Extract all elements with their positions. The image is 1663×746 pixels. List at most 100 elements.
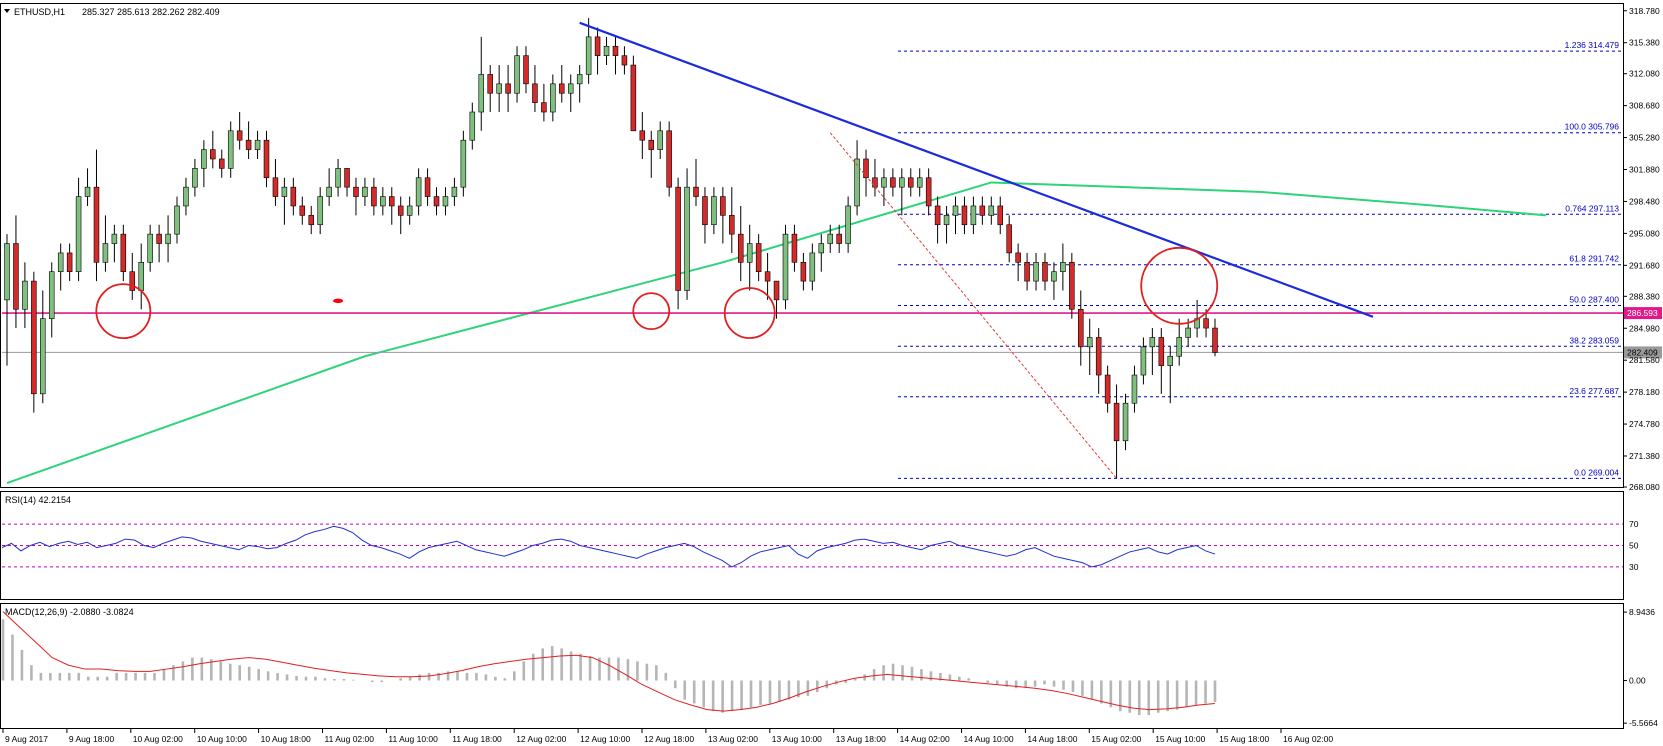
candle-body bbox=[746, 243, 753, 263]
candle-body bbox=[174, 205, 180, 235]
support-price-tag-label: 286.593 bbox=[1627, 308, 1658, 318]
candle-body bbox=[210, 149, 216, 160]
candle-body bbox=[317, 196, 323, 226]
macd-indicator: 8.9436 0.00 -5.5664 bbox=[1, 607, 1658, 728]
time-tick-label: 12 Aug 02:00 bbox=[516, 734, 566, 744]
price-tick-label: 268.080 bbox=[1629, 482, 1660, 492]
candle-body bbox=[111, 233, 118, 244]
candlesticks bbox=[4, 18, 1218, 479]
candle-body bbox=[693, 186, 699, 197]
time-tick-label: 15 Aug 18:00 bbox=[1219, 734, 1269, 744]
candle-body bbox=[809, 252, 816, 282]
candle-body bbox=[192, 168, 198, 188]
candle-body bbox=[245, 139, 252, 150]
fib-level-label: 50.0 287.400 bbox=[1569, 295, 1619, 305]
price-tick-label: 281.580 bbox=[1629, 355, 1660, 365]
time-tick-label: 12 Aug 10:00 bbox=[580, 734, 630, 744]
highlight-circle bbox=[723, 287, 776, 339]
candle-body bbox=[281, 186, 288, 197]
current-price-tag-label: 282.409 bbox=[1627, 347, 1658, 357]
moving-average bbox=[6, 181, 1547, 484]
candle-body bbox=[165, 233, 171, 244]
candle-body bbox=[827, 233, 833, 244]
candle-body bbox=[147, 233, 153, 263]
candle-body bbox=[1033, 262, 1039, 282]
time-tick-label: 14 Aug 02:00 bbox=[900, 734, 950, 744]
candle-body bbox=[943, 215, 950, 226]
symbol-label: ETHUSD,H1 bbox=[14, 7, 65, 17]
candle-body bbox=[729, 215, 735, 235]
candle-body bbox=[1015, 252, 1021, 263]
candle-body bbox=[272, 177, 279, 197]
candle-body bbox=[988, 205, 995, 216]
candle-body bbox=[818, 243, 825, 254]
candle-body bbox=[720, 196, 726, 216]
candle-body bbox=[881, 177, 887, 188]
time-tick-label: 12 Aug 18:00 bbox=[644, 734, 694, 744]
price-tick-label: 318.780 bbox=[1629, 6, 1660, 16]
candle-body bbox=[899, 177, 905, 188]
macd-label: MACD(12,26,9) -2.0880 -3.0824 bbox=[5, 607, 134, 617]
candle-body bbox=[1149, 337, 1156, 348]
candle-body bbox=[997, 205, 1004, 226]
candle-body bbox=[254, 139, 261, 150]
candle-body bbox=[675, 186, 681, 291]
price-tick-label: 274.780 bbox=[1629, 419, 1660, 429]
price-tick-label: 312.080 bbox=[1629, 69, 1660, 79]
candle-body bbox=[22, 280, 28, 310]
candle-body bbox=[612, 45, 619, 56]
time-tick-label: 13 Aug 10:00 bbox=[772, 734, 822, 744]
candle-body bbox=[75, 196, 82, 273]
candle-body bbox=[1122, 402, 1129, 442]
candle-body bbox=[31, 280, 37, 395]
candle-body bbox=[782, 233, 789, 301]
candle-body bbox=[890, 177, 896, 188]
candle-body bbox=[487, 74, 493, 94]
candle-body bbox=[353, 186, 359, 197]
collapse-triangle-icon[interactable] bbox=[4, 9, 10, 13]
price-tick-label: 288.380 bbox=[1629, 291, 1660, 301]
candle-body bbox=[559, 83, 565, 94]
candle-body bbox=[1176, 337, 1182, 357]
candle-body bbox=[567, 83, 574, 94]
candle-body bbox=[415, 177, 422, 207]
candle-body bbox=[505, 83, 511, 94]
price-pane bbox=[0, 3, 1624, 488]
candle-body bbox=[648, 139, 655, 150]
time-axis: 9 Aug 2017 9 Aug 18:00 10 Aug 02:00 10 Aug … bbox=[2, 729, 1333, 744]
time-tick-label: 15 Aug 10:00 bbox=[1155, 734, 1205, 744]
candle-body bbox=[57, 252, 64, 273]
bearish-trendline bbox=[579, 21, 1374, 318]
fib-level-label: 0.764 297.113 bbox=[1565, 203, 1619, 213]
candle-body bbox=[4, 243, 10, 301]
candle-body bbox=[1140, 346, 1147, 376]
candle-body bbox=[550, 83, 556, 113]
candle-body bbox=[371, 186, 377, 207]
price-axis: 318.780 315.380 312.080 308.680 305.280 301.8… bbox=[1623, 6, 1660, 492]
time-tick-label: 9 Aug 18:00 bbox=[69, 734, 115, 744]
rsi-level-label: 50 bbox=[1629, 541, 1639, 551]
candle-body bbox=[84, 186, 91, 197]
candle-body bbox=[263, 139, 270, 179]
price-tick-label: 305.280 bbox=[1629, 133, 1660, 143]
candle-body bbox=[621, 55, 628, 66]
candle-body bbox=[362, 186, 368, 197]
rsi-indicator: 70 50 30 bbox=[1, 519, 1639, 572]
annotation-circles bbox=[95, 246, 1219, 340]
candle-body bbox=[326, 186, 332, 197]
candle-body bbox=[630, 64, 637, 132]
candle-body bbox=[1042, 262, 1048, 282]
candle-body bbox=[908, 177, 914, 188]
candle-body bbox=[406, 205, 413, 216]
rsi-line bbox=[1, 525, 1216, 568]
time-tick-label: 9 Aug 2017 bbox=[5, 734, 48, 744]
candle-body bbox=[344, 168, 350, 188]
candle-body bbox=[1069, 262, 1075, 310]
candle-body bbox=[93, 186, 100, 263]
candle-body bbox=[201, 149, 207, 169]
time-tick-label: 11 Aug 18:00 bbox=[452, 734, 502, 744]
time-tick-label: 14 Aug 18:00 bbox=[1027, 734, 1077, 744]
candle-body bbox=[1024, 262, 1030, 282]
rsi-level-label: 30 bbox=[1629, 562, 1639, 572]
